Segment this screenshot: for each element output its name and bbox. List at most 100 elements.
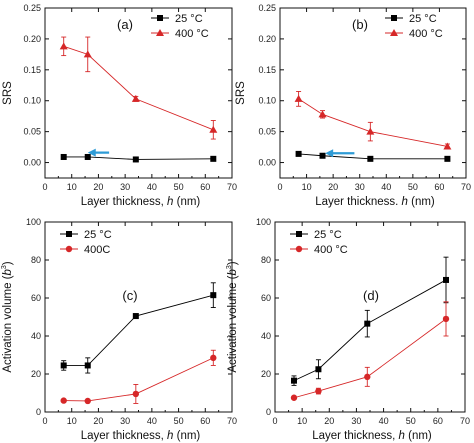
data-point bbox=[210, 292, 217, 299]
y-tick-label: 60 bbox=[31, 293, 41, 303]
legend-marker bbox=[390, 29, 398, 36]
y-axis-label: Activation volume (b3) bbox=[226, 261, 239, 372]
series-red bbox=[290, 301, 450, 401]
y-axis-label: Activation volume (b3) bbox=[1, 261, 14, 372]
data-point bbox=[294, 94, 303, 102]
data-point bbox=[319, 152, 326, 159]
legend-label: 400C bbox=[84, 244, 110, 256]
x-tick-label: 50 bbox=[408, 182, 418, 192]
y-tick-label: 100 bbox=[256, 217, 271, 227]
legend: 25 °C 400 °C bbox=[290, 229, 348, 256]
x-axis-label: Layer thickness, h (nm) bbox=[81, 196, 201, 208]
data-point bbox=[318, 110, 327, 118]
x-tick-label: 30 bbox=[351, 416, 361, 426]
series-black bbox=[291, 256, 449, 386]
legend-label: 400 °C bbox=[175, 28, 209, 40]
x-tick-label: 70 bbox=[227, 182, 237, 192]
series-red bbox=[294, 91, 452, 150]
legend-marker bbox=[391, 15, 397, 21]
y-tick-label: 0.15 bbox=[23, 65, 41, 75]
x-tick-label: 30 bbox=[120, 182, 130, 192]
y-tick-label: 0 bbox=[266, 407, 271, 417]
x-tick-label: 40 bbox=[381, 182, 391, 192]
x-tick-label: 70 bbox=[461, 182, 471, 192]
data-point bbox=[131, 94, 140, 102]
panel-label: (b) bbox=[352, 17, 368, 32]
series-line bbox=[63, 45, 214, 131]
x-tick-label: 30 bbox=[355, 182, 365, 192]
x-tick-label: 60 bbox=[200, 182, 210, 192]
legend-label: 25 °C bbox=[314, 229, 342, 241]
y-axis-label: SRS bbox=[235, 81, 247, 105]
chart-panel-c: 0 10 20 30 40 50 60 70 0 20 40 60 80 100 Layer thickne… bbox=[1, 217, 237, 442]
x-tick-label: 0 bbox=[277, 182, 282, 192]
y-tick-label: 20 bbox=[261, 369, 271, 379]
data-point bbox=[443, 142, 452, 150]
y-tick-label: 40 bbox=[261, 331, 271, 341]
y-axis-label: SRS bbox=[2, 81, 14, 105]
panel-label: (d) bbox=[363, 288, 379, 303]
legend-marker bbox=[156, 29, 164, 36]
data-point bbox=[443, 276, 449, 283]
x-tick-label: 30 bbox=[120, 416, 130, 426]
x-tick-label: 10 bbox=[302, 182, 312, 192]
data-point bbox=[132, 313, 139, 320]
series-line bbox=[293, 318, 447, 399]
x-tick-label: 70 bbox=[460, 416, 470, 426]
plot-frame bbox=[274, 221, 466, 413]
y-tick-label: 80 bbox=[31, 255, 41, 265]
y-tick-label: 0.25 bbox=[23, 3, 41, 13]
series-line bbox=[293, 279, 447, 382]
chart-panel-a: 0 10 20 30 40 50 60 70 0.00 0.05 0.10 0.15 0.20 0.25 L… bbox=[2, 3, 237, 208]
series-black bbox=[295, 150, 451, 162]
x-tick-label: 70 bbox=[227, 416, 237, 426]
data-point bbox=[315, 387, 322, 395]
data-point bbox=[210, 354, 217, 362]
data-point bbox=[83, 50, 92, 58]
y-tick-label: 0.10 bbox=[23, 96, 41, 106]
x-tick-label: 60 bbox=[434, 182, 444, 192]
data-point bbox=[60, 362, 67, 369]
x-tick-label: 20 bbox=[93, 182, 103, 192]
data-point bbox=[60, 397, 67, 404]
x-tick-label: 60 bbox=[200, 416, 210, 426]
x-tick-label: 10 bbox=[67, 182, 77, 192]
x-tick-label: 0 bbox=[42, 182, 47, 192]
y-tick-label: 0.25 bbox=[258, 3, 276, 13]
legend: 25 °C 400C bbox=[60, 229, 112, 256]
data-point bbox=[60, 153, 67, 160]
x-tick-label: 50 bbox=[174, 416, 184, 426]
panel-label: (a) bbox=[117, 17, 133, 32]
x-tick-label: 20 bbox=[328, 182, 338, 192]
y-tick-label: 0.00 bbox=[258, 158, 276, 168]
y-tick-label: 60 bbox=[261, 293, 271, 303]
trend-arrow-head bbox=[325, 149, 334, 158]
series-line bbox=[298, 98, 448, 147]
x-tick-label: 40 bbox=[147, 416, 157, 426]
y-tick-label: 0.05 bbox=[258, 127, 276, 137]
chart-panel-d: 0 10 20 30 40 50 60 70 0 20 40 60 80 100 Layer thickne… bbox=[226, 217, 470, 442]
series-line bbox=[63, 156, 214, 160]
data-point bbox=[132, 390, 140, 398]
y-tick-label: 0.05 bbox=[23, 127, 41, 137]
x-axis-label: Layer thickness, h (nm) bbox=[81, 430, 201, 442]
y-tick-label: 0.15 bbox=[258, 65, 276, 75]
series-red bbox=[60, 349, 217, 405]
legend-label: 25 °C bbox=[84, 229, 112, 241]
x-tick-label: 10 bbox=[297, 416, 307, 426]
legend-label: 25 °C bbox=[175, 13, 203, 25]
chart-panel-b: 0 10 20 30 40 50 60 70 0.00 0.05 0.10 0.15 0.20 0.25 L… bbox=[235, 3, 471, 208]
y-tick-label: 20 bbox=[31, 369, 41, 379]
data-point bbox=[59, 42, 68, 50]
series-red bbox=[59, 36, 218, 140]
trend-arrow-head bbox=[87, 148, 96, 157]
y-tick-label: 40 bbox=[31, 331, 41, 341]
data-point bbox=[291, 377, 297, 384]
series-black bbox=[60, 153, 217, 163]
data-point bbox=[209, 125, 218, 133]
legend-label: 400 °C bbox=[409, 28, 443, 40]
x-axis-label: Layer thickness, h (nm) bbox=[312, 430, 432, 442]
legend: 25 °C 400 °C bbox=[385, 13, 443, 40]
data-point bbox=[364, 320, 371, 327]
